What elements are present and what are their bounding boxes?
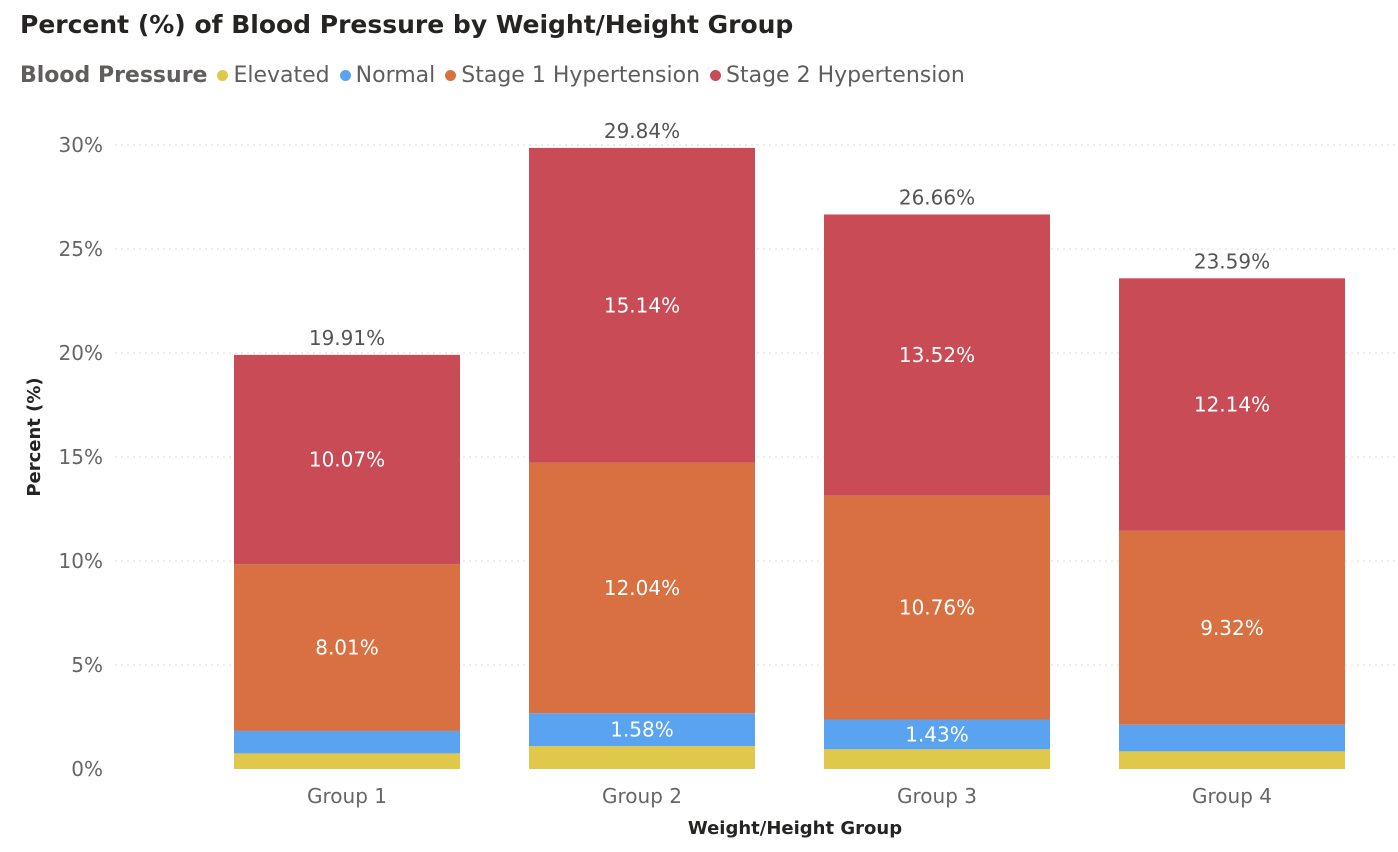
bar-segment-stage2[interactable] xyxy=(1119,278,1345,531)
bars xyxy=(234,147,1345,769)
bar-segment-elevated[interactable] xyxy=(824,749,1050,769)
legend-label-elevated: Elevated xyxy=(233,62,330,88)
bar-segment-stage1[interactable] xyxy=(234,564,460,731)
data-label-stage1: 10.76% xyxy=(899,596,975,620)
bar-segment-normal[interactable] xyxy=(234,730,460,754)
legend: Blood Pressure Elevated Normal Stage 1 H… xyxy=(20,60,975,90)
x-axis-title: Weight/Height Group xyxy=(688,818,902,839)
bar-segment-elevated[interactable] xyxy=(234,753,460,769)
bar-segment-stage2[interactable] xyxy=(529,147,755,463)
y-tick-label: 10% xyxy=(59,549,103,573)
data-label-stage1: 8.01% xyxy=(315,636,379,660)
x-tick-label: Group 1 xyxy=(307,784,387,808)
bar-segment-stage1[interactable] xyxy=(824,495,1050,720)
data-label-normal: 1.58% xyxy=(610,718,674,742)
bar-segment-normal[interactable] xyxy=(824,719,1050,750)
data-label-stage1: 12.04% xyxy=(604,576,680,600)
bar-segment-normal[interactable] xyxy=(1119,724,1345,752)
data-label-stage2: 15.14% xyxy=(604,293,680,317)
bar-segment-stage1[interactable] xyxy=(529,462,755,714)
legend-marker-normal xyxy=(339,69,351,81)
y-tick-label: 5% xyxy=(71,653,103,677)
total-label: 19.91% xyxy=(309,326,385,350)
y-axis-ticks: 0% 5% 10% 15% 20% 25% 30% xyxy=(59,133,103,781)
legend-item-normal[interactable]: Normal xyxy=(339,62,436,88)
data-label-normal: 1.43% xyxy=(905,722,969,746)
x-tick-label: Group 4 xyxy=(1192,784,1272,808)
legend-label-stage2: Stage 2 Hypertension xyxy=(726,62,965,88)
legend-marker-elevated xyxy=(217,69,229,81)
data-label-stage2: 12.14% xyxy=(1194,393,1270,417)
bar-segment-normal[interactable] xyxy=(529,713,755,747)
legend-label-normal: Normal xyxy=(355,62,436,88)
x-tick-label: Group 2 xyxy=(602,784,682,808)
legend-marker-stage2 xyxy=(710,69,722,81)
data-label-stage2: 13.52% xyxy=(899,343,975,367)
bar-segment-stage2[interactable] xyxy=(824,214,1050,496)
data-label-stage1: 9.32% xyxy=(1200,616,1264,640)
legend-label-stage1: Stage 1 Hypertension xyxy=(461,62,701,88)
total-label: 29.84% xyxy=(604,119,680,143)
legend-item-stage1[interactable]: Stage 1 Hypertension xyxy=(445,63,700,88)
legend-title: Blood Pressure xyxy=(20,62,208,88)
y-tick-label: 30% xyxy=(59,133,103,157)
legend-marker-stage1 xyxy=(445,69,457,81)
x-tick-label: Group 3 xyxy=(897,784,977,808)
total-label: 26.66% xyxy=(899,185,975,209)
total-label: 23.59% xyxy=(1194,249,1270,273)
y-tick-label: 0% xyxy=(71,757,103,781)
legend-item-stage2[interactable]: Stage 2 Hypertension xyxy=(710,63,965,88)
y-tick-label: 25% xyxy=(59,237,103,261)
y-tick-label: 15% xyxy=(59,445,103,469)
legend-item-elevated[interactable]: Elevated xyxy=(217,62,330,88)
bar-segment-elevated[interactable] xyxy=(1119,751,1345,769)
bar-segment-stage2[interactable] xyxy=(234,354,460,565)
bar-segment-stage1[interactable] xyxy=(1119,530,1345,725)
data-labels: 8.01% 10.07% 19.91% 1.58% 12.04% 15.14% 29.84%… xyxy=(309,119,1270,746)
bar-segment-elevated[interactable] xyxy=(529,746,755,769)
data-label-stage2: 10.07% xyxy=(309,448,385,472)
chart-title: Percent (%) of Blood Pressure by Weight/… xyxy=(20,10,794,39)
y-axis-title: Percent (%) xyxy=(24,377,45,496)
y-tick-label: 20% xyxy=(59,341,103,365)
x-axis-ticks: Group 1 Group 2 Group 3 Group 4 xyxy=(307,784,1272,808)
